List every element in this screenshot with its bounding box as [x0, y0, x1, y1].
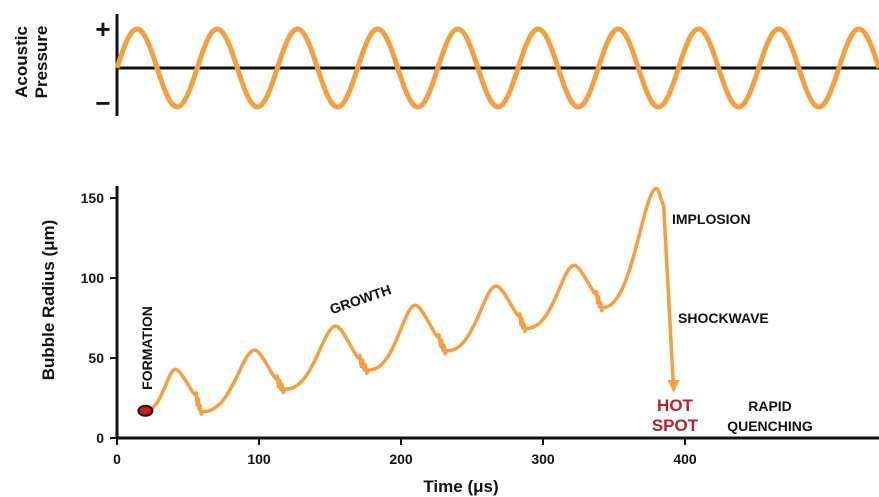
pressure-ylabel-line-1: Acoustic: [12, 26, 31, 98]
implosion-label: IMPLOSION: [672, 211, 751, 227]
growth-label: GROWTH: [328, 281, 394, 317]
pressure-ylabel-line-2: Pressure: [32, 26, 51, 99]
rapid-label: RAPID: [748, 398, 792, 414]
spot-label: SPOT: [652, 416, 699, 435]
x-tick-label: 0: [113, 451, 121, 467]
negative-pressure-marker: −: [95, 88, 110, 118]
y-tick-label: 0: [96, 430, 104, 446]
y-tick-label: 150: [81, 190, 105, 206]
acoustic-pressure-panel: Acoustic Pressure + −: [12, 14, 879, 118]
y-tick-label: 50: [88, 350, 104, 366]
radius-ylabel: Bubble Radius (μm): [39, 220, 58, 381]
hot-label: HOT: [657, 396, 694, 415]
formation-label: FORMATION: [139, 306, 155, 390]
shockwave-arrowhead: [667, 380, 680, 393]
y-tick-group: 0 50 100 150: [81, 190, 117, 446]
positive-pressure-marker: +: [95, 14, 110, 44]
x-tick-label: 200: [389, 451, 413, 467]
bubble-radius-panel: Bubble Radius (μm) Time (μs) 0 100 200 300 4…: [39, 186, 879, 496]
x-tick-label: 300: [531, 451, 555, 467]
shockwave-label: SHOCKWAVE: [678, 310, 769, 326]
acoustic-pressure-wave: [114, 26, 879, 110]
x-tick-label: 100: [247, 451, 271, 467]
x-tick-label: 400: [673, 451, 697, 467]
x-tick-group: 0 100 200 300 400: [113, 438, 697, 467]
formation-point: [137, 404, 154, 417]
y-tick-label: 100: [81, 270, 105, 286]
time-xlabel: Time (μs): [423, 477, 498, 496]
quenching-label: QUENCHING: [727, 418, 813, 434]
bubble-radius-line: [144, 186, 676, 416]
